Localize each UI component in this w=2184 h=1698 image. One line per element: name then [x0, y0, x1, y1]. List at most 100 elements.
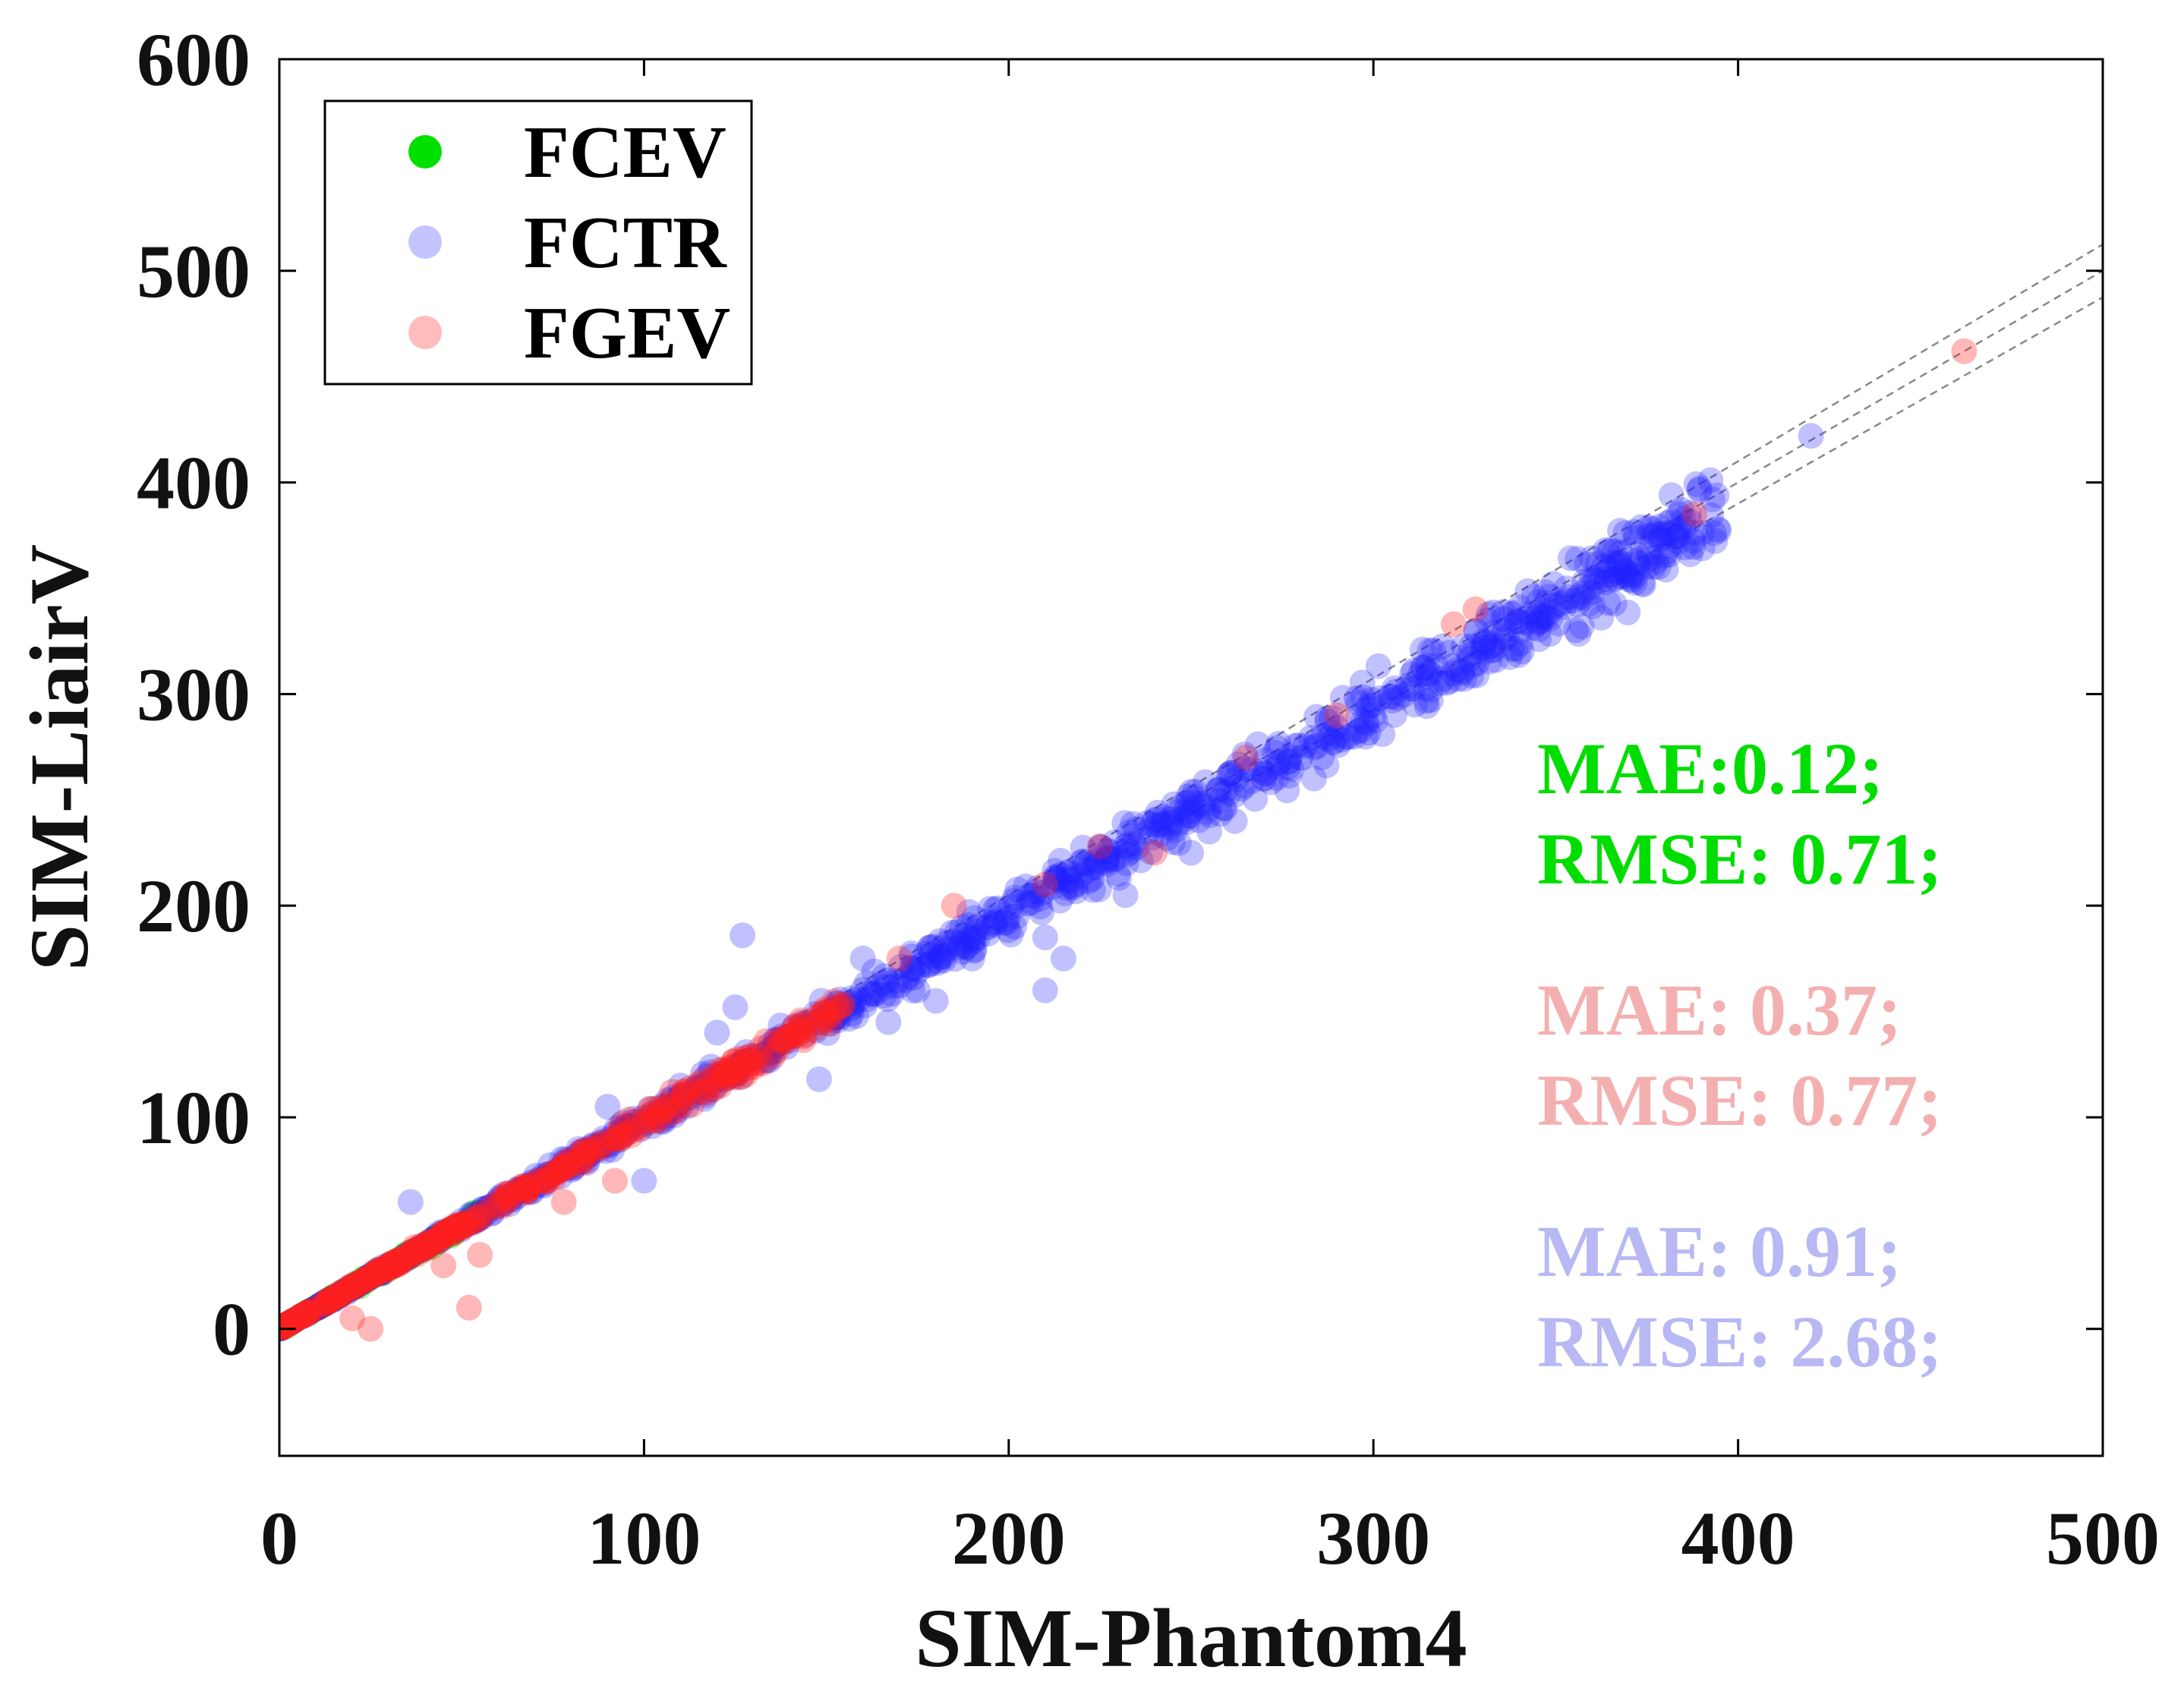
data-point — [641, 1095, 667, 1122]
data-point — [513, 1180, 539, 1206]
data-point — [1264, 754, 1291, 780]
data-point — [377, 1255, 404, 1281]
data-point — [830, 991, 856, 1018]
data-point — [512, 1173, 537, 1200]
x-axis-label: SIM-Phantom4 — [915, 1592, 1467, 1684]
data-point — [769, 1029, 796, 1055]
data-point — [587, 1133, 613, 1160]
data-point — [711, 1060, 737, 1087]
data-point — [734, 1055, 761, 1082]
data-point — [392, 1243, 419, 1270]
data-point — [762, 1026, 789, 1053]
data-point — [1354, 710, 1380, 737]
data-point — [594, 1094, 621, 1120]
data-point — [321, 1285, 348, 1312]
data-point — [462, 1203, 489, 1230]
data-point — [593, 1132, 619, 1158]
data-point — [1196, 802, 1223, 828]
data-point — [528, 1167, 554, 1193]
data-point — [562, 1144, 588, 1170]
data-point — [1044, 865, 1070, 892]
data-point — [440, 1215, 467, 1242]
data-point — [474, 1194, 501, 1221]
data-point — [1196, 794, 1222, 821]
data-point — [1071, 852, 1098, 878]
data-point — [289, 1303, 316, 1329]
data-point — [1221, 808, 1248, 834]
data-point — [1607, 540, 1634, 566]
data-point — [1287, 745, 1314, 770]
data-point — [1429, 633, 1456, 660]
data-point — [1207, 801, 1234, 827]
data-point — [1050, 945, 1076, 972]
data-point — [1597, 537, 1624, 563]
data-point — [1221, 782, 1248, 808]
data-point — [596, 1133, 622, 1158]
data-point — [371, 1256, 398, 1283]
data-point — [1142, 840, 1168, 866]
data-point — [561, 1154, 588, 1180]
data-point — [726, 1045, 752, 1072]
data-point — [1265, 730, 1292, 757]
data-point — [366, 1259, 392, 1285]
data-point — [837, 991, 863, 1017]
data-point — [1593, 566, 1620, 592]
data-point — [1382, 675, 1407, 701]
data-point — [622, 1109, 648, 1135]
data-point — [1092, 849, 1119, 875]
data-point — [413, 1231, 440, 1258]
data-point — [381, 1249, 408, 1275]
data-point — [1251, 765, 1278, 792]
data-point — [721, 1059, 748, 1085]
data-point — [859, 980, 884, 1007]
data-point — [279, 1311, 301, 1337]
data-point — [451, 1211, 477, 1237]
data-point — [827, 986, 853, 1013]
data-point — [1285, 732, 1312, 758]
data-point — [404, 1236, 430, 1263]
data-point — [707, 1073, 733, 1099]
data-point — [1525, 609, 1552, 635]
data-point — [723, 1057, 750, 1083]
data-point — [411, 1236, 437, 1263]
data-point — [715, 1064, 742, 1091]
data-point — [1345, 689, 1372, 716]
data-points — [279, 338, 1978, 1342]
y-tick-label: 600 — [137, 17, 251, 102]
data-point — [348, 1269, 374, 1296]
data-point — [314, 1289, 341, 1315]
data-point — [418, 1230, 444, 1256]
data-point — [1579, 565, 1606, 591]
data-point — [418, 1229, 445, 1255]
data-point — [1298, 724, 1325, 751]
data-point — [328, 1279, 355, 1306]
data-point — [282, 1306, 308, 1333]
data-point — [299, 1296, 326, 1323]
data-point — [712, 1058, 739, 1085]
data-point — [1637, 522, 1663, 549]
data-point — [376, 1254, 402, 1281]
data-point — [388, 1248, 414, 1274]
data-point — [380, 1252, 406, 1278]
data-point — [449, 1212, 476, 1238]
data-point — [437, 1223, 464, 1249]
data-point — [601, 1124, 628, 1151]
data-point — [642, 1108, 669, 1135]
data-point — [1042, 858, 1068, 884]
data-point — [623, 1114, 650, 1141]
data-point — [355, 1265, 382, 1291]
data-point — [1352, 723, 1379, 750]
data-point — [410, 1235, 436, 1262]
data-point — [1003, 893, 1029, 919]
data-point — [554, 1155, 581, 1182]
data-point — [916, 934, 943, 961]
data-point — [470, 1196, 496, 1222]
data-point — [1303, 704, 1330, 730]
data-point — [649, 1102, 676, 1129]
data-point — [295, 1301, 322, 1328]
data-point — [462, 1204, 488, 1230]
data-point — [417, 1230, 443, 1256]
data-point — [1231, 772, 1258, 799]
data-point — [437, 1221, 464, 1247]
data-point — [309, 1291, 336, 1318]
